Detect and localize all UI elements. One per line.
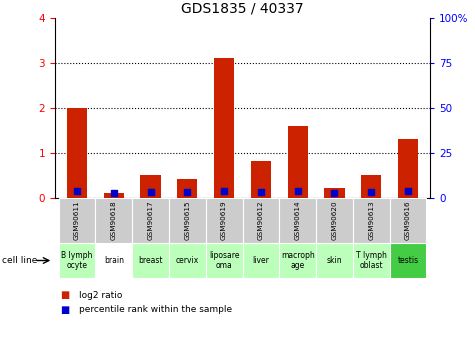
Bar <box>390 243 427 278</box>
Text: brain: brain <box>104 256 124 265</box>
Bar <box>361 175 381 198</box>
Bar <box>177 179 198 198</box>
Text: GSM90614: GSM90614 <box>294 201 301 240</box>
Point <box>367 189 375 195</box>
Text: breast: breast <box>138 256 163 265</box>
Bar <box>251 161 271 198</box>
Bar <box>132 243 169 278</box>
Text: GSM90615: GSM90615 <box>184 201 190 240</box>
Bar <box>141 175 161 198</box>
Point <box>331 190 338 195</box>
Text: testis: testis <box>398 256 418 265</box>
Point <box>73 188 81 194</box>
Bar <box>316 243 353 278</box>
Bar <box>353 243 390 278</box>
Bar <box>59 243 95 278</box>
Bar <box>390 198 427 243</box>
Text: liver: liver <box>252 256 269 265</box>
Bar <box>398 139 418 198</box>
Bar <box>316 198 353 243</box>
Text: GSM90618: GSM90618 <box>111 201 117 240</box>
Point <box>147 189 154 195</box>
Point <box>404 188 412 194</box>
Text: log2 ratio: log2 ratio <box>79 290 122 299</box>
Point <box>183 189 191 195</box>
Bar <box>59 198 95 243</box>
Bar <box>67 108 87 198</box>
Bar <box>214 58 234 198</box>
Text: GSM90613: GSM90613 <box>368 201 374 240</box>
Text: ■: ■ <box>60 290 69 300</box>
Point <box>110 191 118 196</box>
Point <box>220 188 228 194</box>
Text: GSM90616: GSM90616 <box>405 201 411 240</box>
Text: B lymph
ocyte: B lymph ocyte <box>61 251 93 270</box>
Bar <box>353 198 390 243</box>
Text: cervix: cervix <box>176 256 199 265</box>
Bar <box>95 243 132 278</box>
Bar <box>206 243 243 278</box>
Point <box>257 189 265 195</box>
Text: percentile rank within the sample: percentile rank within the sample <box>79 306 232 315</box>
Bar <box>206 198 243 243</box>
Text: macroph
age: macroph age <box>281 251 314 270</box>
Bar <box>243 198 279 243</box>
Point <box>294 188 302 194</box>
Text: GSM90620: GSM90620 <box>332 201 337 240</box>
Text: cell line: cell line <box>2 256 38 265</box>
Text: GSM90619: GSM90619 <box>221 201 227 240</box>
Text: ■: ■ <box>60 305 69 315</box>
Bar <box>279 198 316 243</box>
Bar <box>104 193 124 198</box>
Bar <box>169 243 206 278</box>
Bar <box>279 243 316 278</box>
Text: liposare
oma: liposare oma <box>209 251 239 270</box>
Title: GDS1835 / 40337: GDS1835 / 40337 <box>181 1 304 16</box>
Bar <box>243 243 279 278</box>
Bar <box>132 198 169 243</box>
Text: GSM90612: GSM90612 <box>258 201 264 240</box>
Text: GSM90611: GSM90611 <box>74 201 80 240</box>
Text: skin: skin <box>327 256 342 265</box>
Text: GSM90617: GSM90617 <box>148 201 153 240</box>
Text: T lymph
oblast: T lymph oblast <box>356 251 387 270</box>
Bar <box>169 198 206 243</box>
Bar <box>95 198 132 243</box>
Bar <box>324 188 344 198</box>
Bar <box>287 126 308 198</box>
